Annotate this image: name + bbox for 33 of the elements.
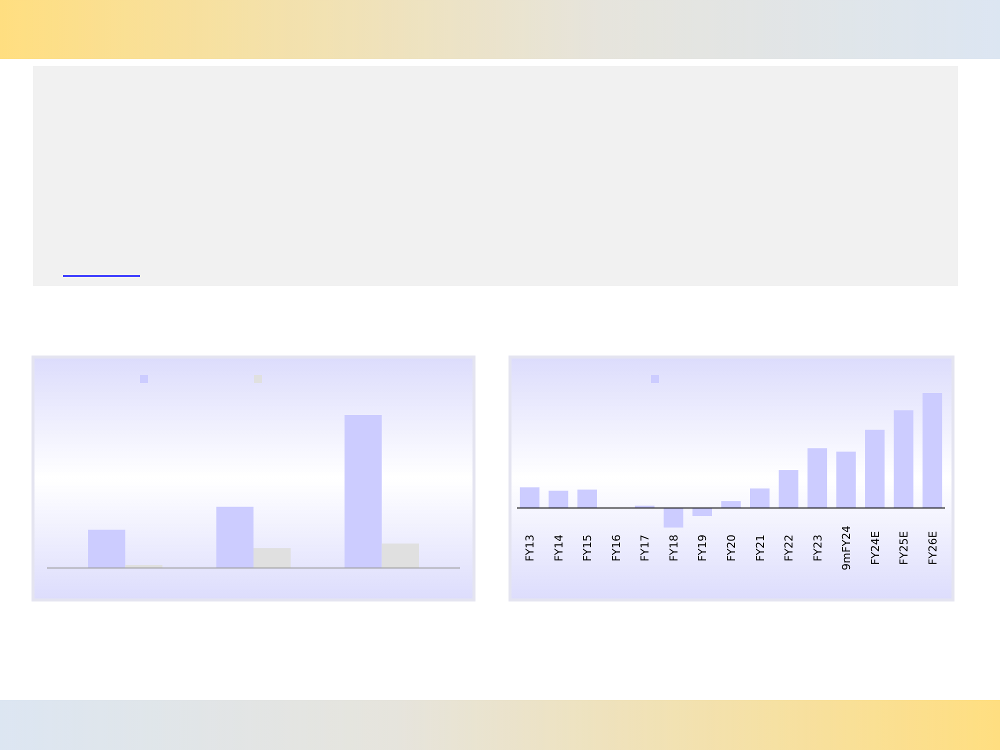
x-tick-label: FY13 [524,534,537,562]
x-tick-label: FY20 [725,534,738,562]
bar [577,490,597,508]
bar [922,393,942,508]
bar [865,430,885,508]
x-tick-label: FY26E [926,530,940,565]
bar [216,506,254,568]
bar [750,488,770,508]
x-tick-label: 9mFY24 [840,526,854,570]
x-tick-label: FY22 [782,534,796,562]
bar [254,548,291,568]
x-tick-label: FY18 [667,534,680,562]
x-tick-label: FY25E [898,530,911,565]
bar [548,490,568,508]
bar [808,448,828,508]
x-tick-label: FY17 [638,534,652,562]
bar [836,452,856,508]
x-tick-label: FY19 [696,534,710,562]
bar [778,470,798,508]
x-tick-label: FY14 [552,534,566,562]
bar [894,410,914,508]
bar [382,544,419,568]
x-tick-label: FY23 [811,534,824,562]
x-tick-label: FY16 [610,534,623,562]
bar [692,508,712,516]
x-tick-label: FY21 [754,534,767,562]
x-tick-label: FY24E [868,530,882,565]
x-tick-label: FY15 [581,534,594,562]
bar [520,487,540,508]
bar [721,501,741,508]
bar [88,530,126,568]
bar [664,508,684,528]
bar [344,415,382,568]
